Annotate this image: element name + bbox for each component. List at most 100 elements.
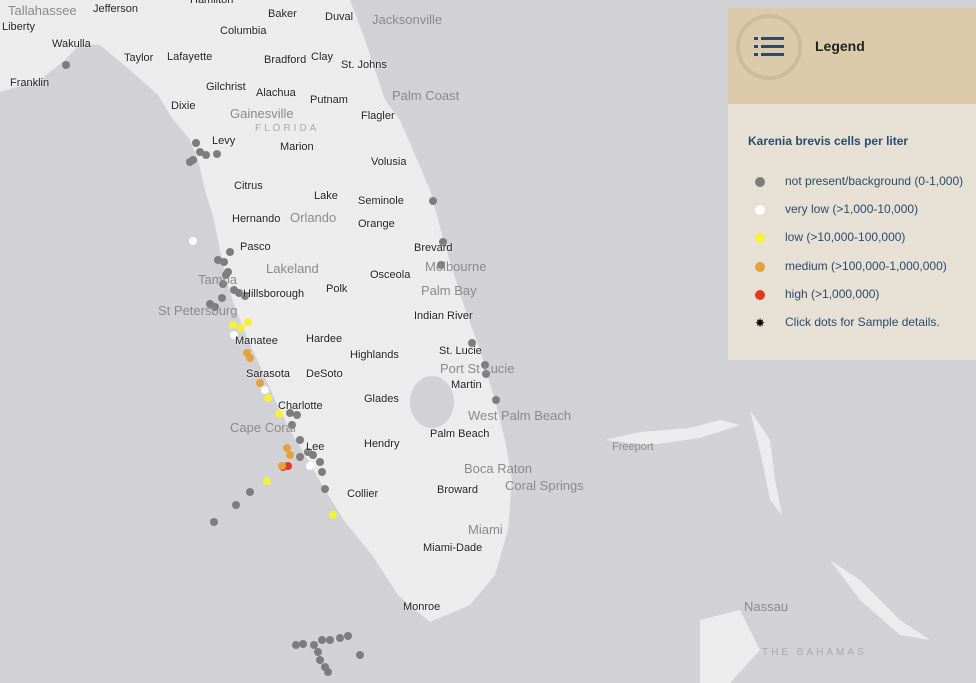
county-label: Franklin (10, 77, 50, 89)
sample-dot-lo[interactable] (329, 511, 337, 519)
sample-dot-np[interactable] (316, 656, 324, 664)
county-label: Jefferson (93, 3, 139, 15)
legend-toggle-button[interactable] (736, 14, 802, 80)
sample-dot-np[interactable] (321, 485, 329, 493)
city-label: Cape Coral (230, 420, 296, 435)
sample-dot-np[interactable] (235, 289, 243, 297)
county-label: Hardee (306, 333, 343, 345)
sample-dot-np[interactable] (439, 238, 447, 246)
sample-dot-np[interactable] (356, 651, 364, 659)
city-label: Tampa (198, 272, 238, 287)
county-label: Palm Beach (430, 428, 490, 440)
sample-dot-np[interactable] (468, 339, 476, 347)
sample-dot-md[interactable] (278, 462, 286, 470)
lake-okeechobee (410, 376, 454, 428)
county-label: Hillsborough (243, 288, 305, 300)
county-label: Clay (311, 51, 334, 63)
sample-dot-np[interactable] (213, 150, 221, 158)
sample-dot-np[interactable] (206, 300, 214, 308)
sample-dot-np[interactable] (210, 518, 218, 526)
sample-dot-np[interactable] (192, 139, 200, 147)
sample-dot-np[interactable] (314, 648, 322, 656)
city-label: Boca Raton (464, 461, 532, 476)
sample-dot-np[interactable] (196, 148, 204, 156)
sample-dot-vl[interactable] (306, 462, 314, 470)
city-label: Orlando (290, 210, 337, 225)
county-label: Orange (358, 218, 395, 230)
sample-dot-np[interactable] (241, 292, 249, 300)
county-label: Charlotte (278, 400, 323, 412)
sample-dot-np[interactable] (62, 61, 70, 69)
sample-dot-np[interactable] (288, 421, 296, 429)
county-label: Baker (268, 8, 297, 20)
county-label: Alachua (256, 87, 296, 99)
county-label: Broward (437, 484, 478, 496)
sample-dot-np[interactable] (218, 294, 226, 302)
sample-dot-md[interactable] (246, 354, 254, 362)
andros-island (700, 610, 760, 683)
sample-dot-np[interactable] (318, 636, 326, 644)
sample-dot-np[interactable] (232, 501, 240, 509)
sample-dot-lo[interactable] (275, 410, 283, 418)
sample-dot-np[interactable] (293, 411, 301, 419)
swatch-dot-icon (755, 205, 765, 215)
sample-dot-md[interactable] (286, 451, 294, 459)
sample-dot-lo[interactable] (229, 321, 237, 329)
sample-dot-np[interactable] (316, 458, 324, 466)
county-label: Citrus (234, 180, 263, 192)
county-label: Putnam (310, 94, 348, 106)
county-label: Miami-Dade (423, 542, 483, 554)
sample-dot-lo[interactable] (244, 318, 252, 326)
sample-dot-np[interactable] (224, 268, 232, 276)
asterisk-icon: ✸ (755, 316, 766, 330)
swatch-dot-icon (755, 233, 765, 243)
sample-dot-np[interactable] (344, 632, 352, 640)
sample-dot-np[interactable] (220, 258, 228, 266)
sample-dot-np[interactable] (429, 197, 437, 205)
city-label: West Palm Beach (468, 408, 572, 423)
sample-dot-np[interactable] (324, 668, 332, 676)
sample-dot-np[interactable] (482, 370, 490, 378)
sample-dot-np[interactable] (481, 361, 489, 369)
sample-dot-lo[interactable] (263, 477, 271, 485)
county-label: Collier (347, 488, 379, 500)
city-label: Miami (468, 522, 503, 537)
sample-dot-np[interactable] (309, 451, 317, 459)
city-label: Palm Coast (392, 88, 460, 103)
florida-land (0, 0, 512, 622)
sample-dot-np[interactable] (310, 641, 318, 649)
sample-dot-np[interactable] (318, 468, 326, 476)
sample-dot-np[interactable] (492, 396, 500, 404)
county-label: Lee (306, 441, 325, 453)
city-label: Palm Bay (421, 283, 477, 298)
sample-dot-np[interactable] (219, 280, 227, 288)
sample-dot-np[interactable] (292, 641, 300, 649)
county-label: Osceola (370, 269, 411, 281)
city-label: Freeport (612, 441, 654, 453)
sample-dot-np[interactable] (326, 636, 334, 644)
sample-dot-np[interactable] (286, 409, 294, 417)
sample-dot-np[interactable] (202, 151, 210, 159)
county-label: Hamilton (190, 0, 234, 6)
sample-dot-vl[interactable] (189, 237, 197, 245)
sample-dot-vl[interactable] (230, 331, 238, 339)
legend-title: Legend (815, 38, 865, 54)
sample-dot-np[interactable] (296, 453, 304, 461)
sample-dot-vl[interactable] (261, 386, 269, 394)
eleuthera-island (830, 560, 930, 640)
sample-dot-lo[interactable] (237, 324, 245, 332)
legend-panel: Legend Karenia brevis cells per liter no… (728, 8, 976, 360)
county-label: Lafayette (167, 51, 213, 63)
sample-dot-np[interactable] (246, 488, 254, 496)
sample-dot-np[interactable] (299, 640, 307, 648)
sample-dot-md[interactable] (256, 379, 264, 387)
county-label: Volusia (371, 156, 407, 168)
sample-dot-np[interactable] (437, 261, 445, 269)
sample-dot-lo[interactable] (264, 394, 272, 402)
sample-dot-np[interactable] (226, 248, 234, 256)
sample-dot-np[interactable] (296, 436, 304, 444)
sample-dot-np[interactable] (189, 156, 197, 164)
sample-dot-md[interactable] (283, 444, 291, 452)
sample-dot-np[interactable] (336, 634, 344, 642)
